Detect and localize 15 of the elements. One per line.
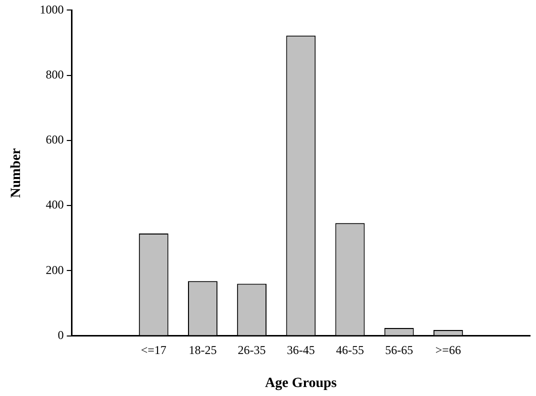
y-tick-label: 0 — [58, 328, 64, 342]
y-tick-label: 1000 — [40, 2, 64, 16]
x-tick-label: 46-55 — [336, 343, 364, 358]
y-tick-label: 600 — [46, 132, 64, 147]
x-tick-label: 26-35 — [238, 343, 266, 358]
x-tick-label: <=17 — [140, 343, 166, 358]
x-axis-title: Age Groups — [265, 376, 338, 392]
x-tick-label: 36-45 — [286, 343, 315, 358]
y-tick-label: 200 — [46, 262, 64, 277]
y-tick-label: 400 — [46, 198, 64, 212]
x-tick-label: 18-25 — [188, 343, 217, 358]
x-tick-label: >=66 — [435, 343, 461, 358]
x-tick-label: 56-65 — [385, 343, 414, 358]
y-axis-title: Number — [9, 148, 24, 198]
y-tick-label: 800 — [46, 67, 64, 82]
